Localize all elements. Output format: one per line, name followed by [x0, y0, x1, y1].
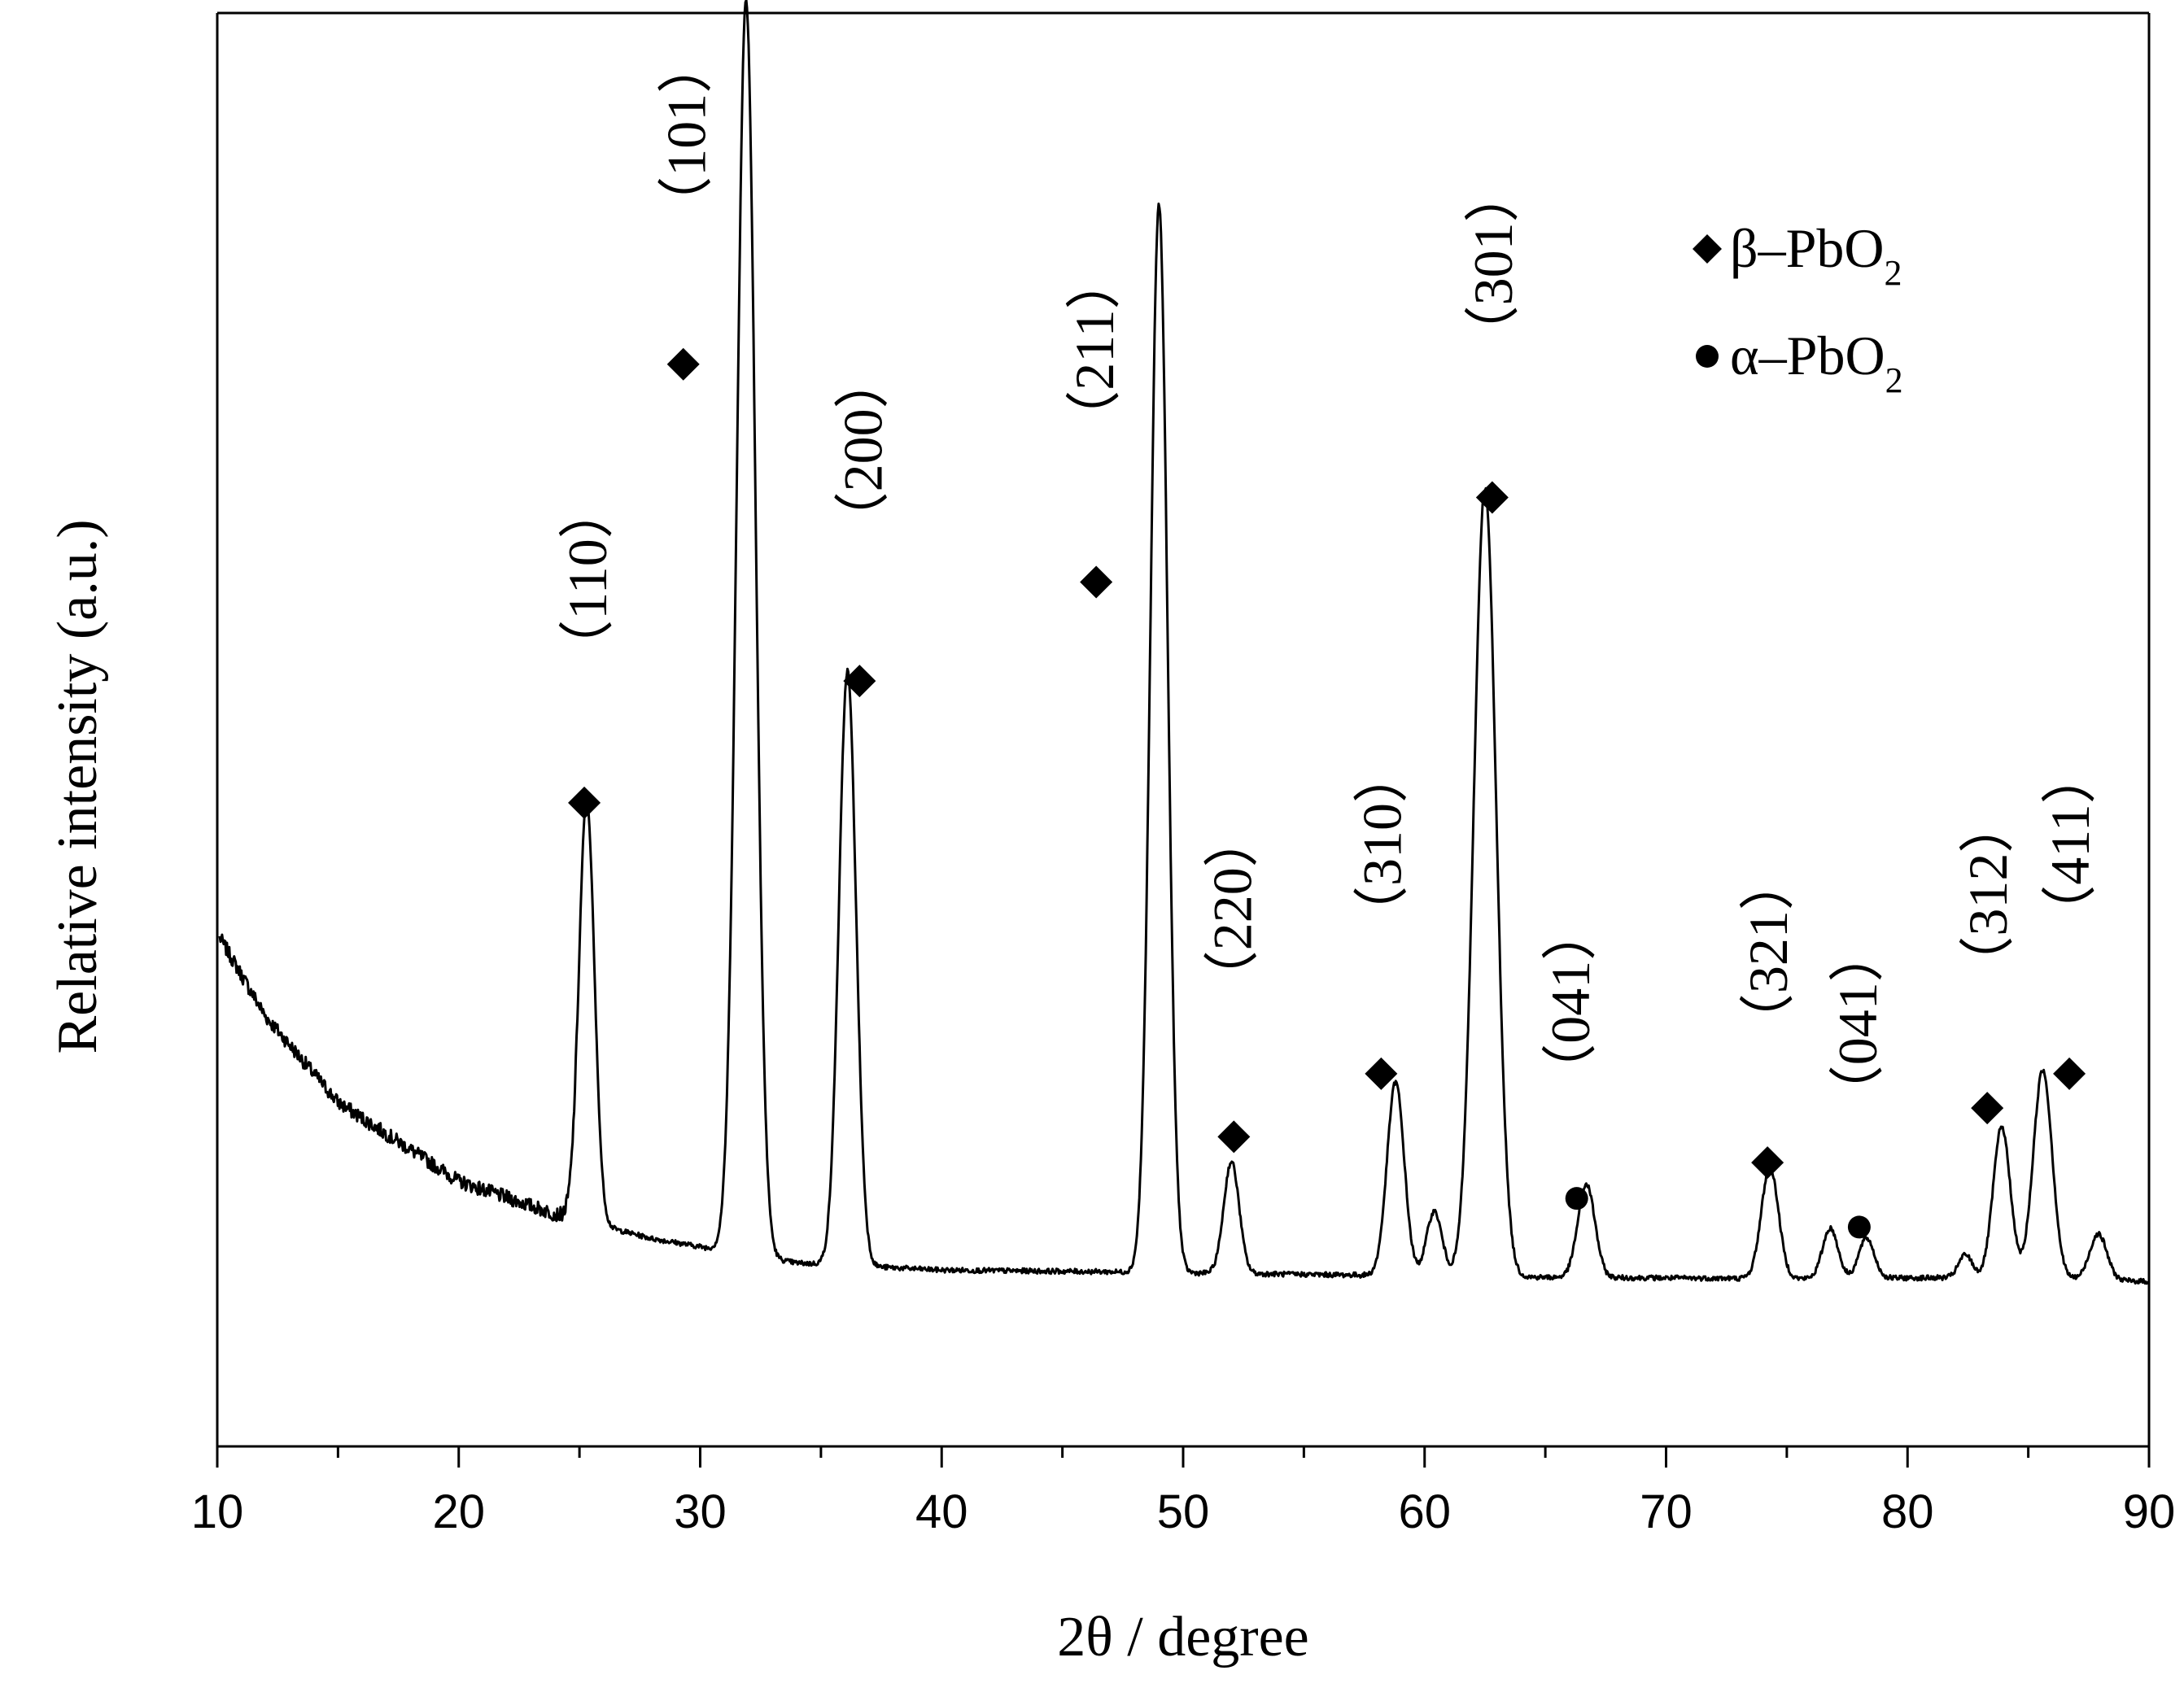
x-tick-label: 50	[1157, 1485, 1210, 1538]
peak-annotation: （041）	[1540, 905, 1601, 1210]
peak-hkl-label: （200）	[832, 353, 893, 547]
peak-hkl-label: （211）	[1064, 254, 1125, 445]
x-axis-title: 2θ / degree	[1057, 1606, 1309, 1668]
peak-hkl-label: （220）	[1201, 812, 1263, 1005]
beta-diamond-marker	[1475, 481, 1509, 514]
peak-annotation: （411）	[2039, 748, 2101, 1090]
beta-diamond-marker	[843, 665, 876, 698]
peak-annotation: （211）	[1064, 254, 1125, 599]
beta-diamond-marker	[1217, 1120, 1251, 1154]
legend: β–PbO2 α–PbO2	[1693, 217, 1903, 400]
legend-item: β–PbO2	[1693, 217, 1902, 293]
peak-annotation: （310）	[1351, 748, 1413, 1090]
peak-hkl-label: （310）	[1351, 748, 1413, 941]
peak-annotation: （101）	[656, 38, 718, 381]
xrd-trace	[218, 0, 2151, 1285]
alpha-circle-marker	[1847, 1215, 1871, 1239]
x-tick-label: 70	[1640, 1485, 1693, 1538]
beta-diamond-marker	[2053, 1057, 2086, 1090]
legend-diamond-marker	[1693, 234, 1722, 264]
x-tick-label: 90	[2123, 1485, 2176, 1538]
peak-hkl-label: （312）	[1957, 798, 2019, 992]
x-tick-label: 20	[432, 1485, 485, 1538]
peak-annotations: （110） （101） （200） （211） （220） （310） （301） （041）…	[557, 38, 2101, 1239]
x-tick-label: 60	[1398, 1485, 1451, 1538]
x-tick-label: 40	[915, 1485, 968, 1538]
peak-hkl-label: （110）	[557, 483, 618, 674]
legend-circle-marker	[1696, 345, 1719, 368]
peak-annotation: （200）	[832, 353, 893, 698]
beta-diamond-marker	[666, 347, 700, 381]
peak-hkl-label: （411）	[2039, 748, 2101, 940]
beta-diamond-marker	[1365, 1057, 1398, 1090]
x-tick-label: 30	[674, 1485, 727, 1538]
beta-diamond-marker	[1971, 1092, 2004, 1125]
x-axis-ticks: 10 20 30 40 50 60 70 80 90	[191, 1446, 2176, 1538]
peak-annotation: （041）	[1827, 927, 1889, 1239]
legend-label: α–PbO2	[1730, 325, 1903, 400]
legend-item: α–PbO2	[1696, 325, 1903, 400]
peak-hkl-label: （041）	[1540, 905, 1601, 1099]
peak-hkl-label: （301）	[1462, 167, 1524, 360]
x-tick-label: 80	[1881, 1485, 1934, 1538]
peak-annotation: （220）	[1201, 812, 1263, 1154]
peak-hkl-label: （041）	[1827, 927, 1889, 1120]
series-layer	[218, 0, 2151, 1285]
y-axis-title: Relative intensity (a.u.)	[46, 519, 109, 1053]
peak-hkl-label: （321）	[1737, 855, 1799, 1049]
x-tick-label: 10	[191, 1485, 244, 1538]
peak-annotation: （312）	[1957, 798, 2019, 1125]
peak-annotation: （321）	[1737, 855, 1799, 1180]
legend-label: β–PbO2	[1730, 217, 1902, 293]
beta-diamond-marker	[1080, 565, 1113, 599]
peak-annotation: （110）	[557, 483, 618, 819]
peak-annotation: （301）	[1462, 167, 1524, 514]
beta-diamond-marker	[1751, 1146, 1784, 1180]
peak-hkl-label: （101）	[656, 38, 718, 232]
plot-frame	[216, 11, 2151, 1448]
alpha-circle-marker	[1565, 1187, 1588, 1210]
beta-diamond-marker	[568, 786, 601, 819]
